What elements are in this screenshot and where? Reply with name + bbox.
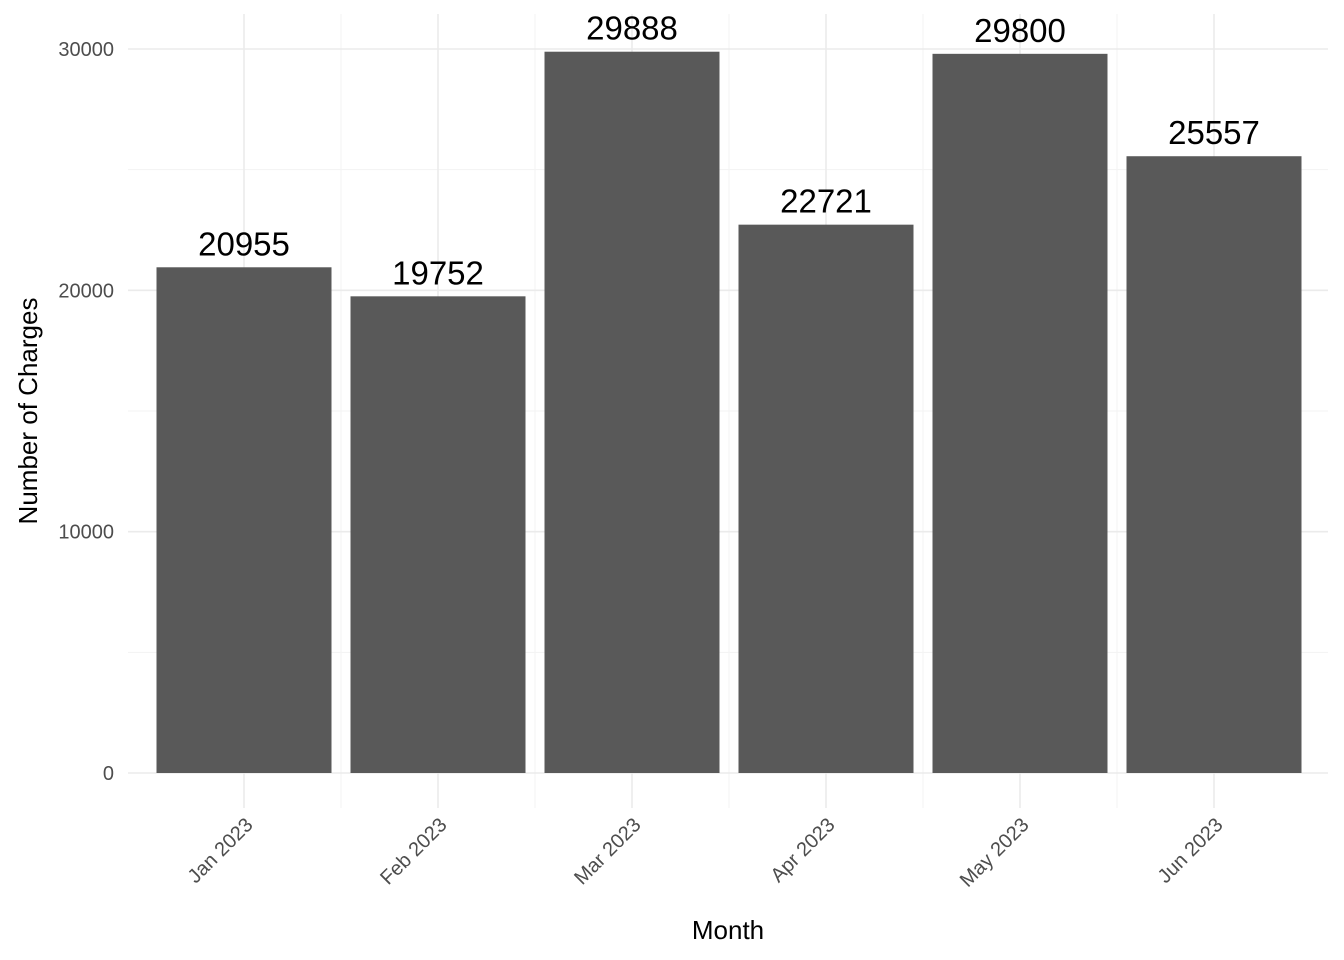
x-tick-label: Jun 2023 [1154, 814, 1228, 888]
data-label: 22721 [780, 183, 872, 220]
y-tick-label: 0 [103, 763, 114, 785]
y-axis: 0 10000 20000 30000 [58, 39, 114, 785]
bar [350, 296, 526, 773]
bar [1126, 156, 1302, 774]
data-label: 29800 [974, 12, 1066, 49]
data-label: 29888 [586, 10, 678, 47]
y-tick-label: 30000 [58, 39, 114, 61]
data-label: 25557 [1168, 114, 1260, 151]
bar [738, 224, 914, 774]
bar [156, 267, 332, 773]
data-labels: 20955 19752 29888 22721 29800 25557 [198, 10, 1260, 292]
x-axis: Jan 2023 Feb 2023 Mar 2023 Apr 2023 May 2023… [184, 814, 1228, 892]
bar [932, 53, 1108, 774]
data-label: 20955 [198, 225, 290, 262]
x-tick-label: Jan 2023 [184, 814, 258, 888]
y-axis-title: Number of Charges [13, 298, 43, 525]
data-label: 19752 [392, 254, 484, 291]
bar [544, 51, 720, 773]
bars [156, 51, 1302, 774]
y-tick-label: 20000 [58, 280, 114, 302]
x-tick-label: May 2023 [956, 814, 1034, 892]
x-tick-label: Feb 2023 [376, 814, 451, 889]
x-tick-label: Mar 2023 [570, 814, 645, 889]
x-axis-title: Month [692, 915, 764, 945]
y-tick-label: 10000 [58, 522, 114, 544]
x-tick-label: Apr 2023 [767, 814, 840, 887]
